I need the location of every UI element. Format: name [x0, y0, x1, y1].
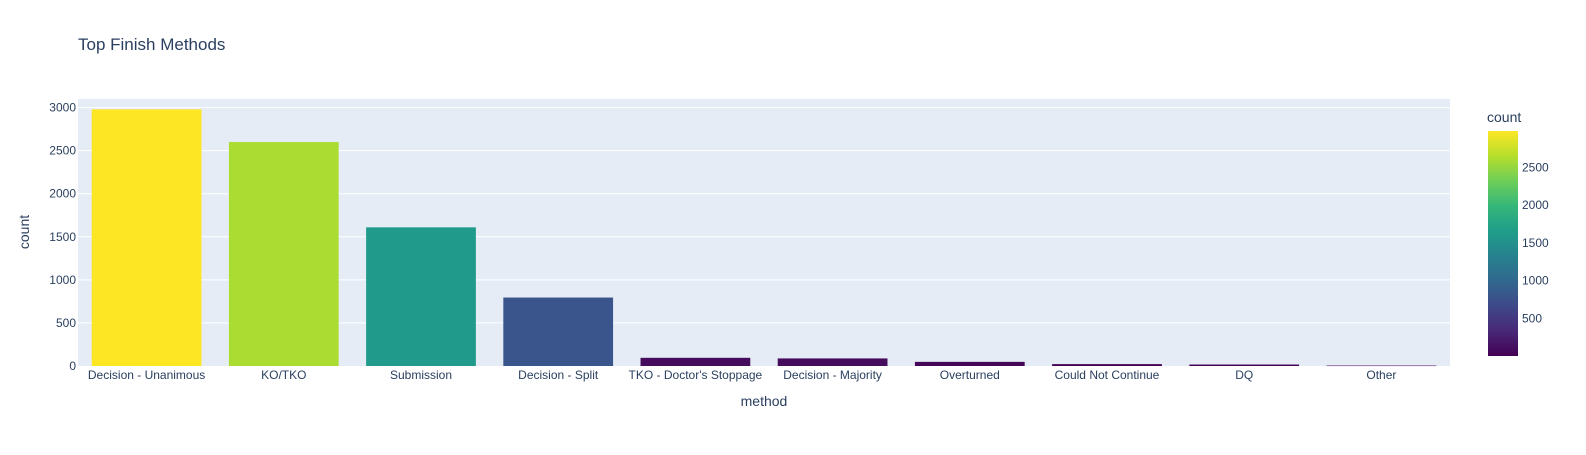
x-tick-label: DQ: [1235, 368, 1253, 382]
y-tick-label: 1500: [49, 230, 76, 244]
y-axis-title: count: [16, 215, 32, 249]
colorbar-tick-label: 2500: [1522, 160, 1549, 174]
y-tick-label: 1000: [49, 273, 76, 287]
x-axis-title: method: [741, 393, 788, 409]
y-tick-label: 2500: [49, 144, 76, 158]
bar[interactable]: [228, 142, 339, 366]
y-tick-label: 0: [69, 359, 76, 373]
colorbar-title: count: [1487, 109, 1521, 125]
bar[interactable]: [1189, 364, 1300, 366]
bar[interactable]: [777, 358, 888, 366]
bar[interactable]: [914, 361, 1025, 366]
colorbar-tick-label: 2000: [1522, 198, 1549, 212]
bar[interactable]: [366, 227, 476, 366]
bars: [91, 109, 1437, 367]
colorbar-tick-labels: 500 1000 1500 2000 2500: [1522, 160, 1549, 325]
y-tick-label: 3000: [49, 101, 76, 115]
y-tick-labels: 0 500 1000 1500 2000 2500 3000: [49, 101, 76, 373]
bar[interactable]: [91, 109, 202, 367]
colorbar-tick-label: 1000: [1522, 274, 1549, 288]
colorbar-tick-label: 500: [1522, 312, 1542, 326]
bar[interactable]: [1326, 365, 1437, 367]
y-tick-label: 2000: [49, 187, 76, 201]
bar[interactable]: [503, 297, 614, 366]
x-tick-label: Decision - Unanimous: [88, 368, 205, 382]
bar[interactable]: [1052, 364, 1162, 366]
x-tick-label: Decision - Split: [518, 368, 599, 382]
x-tick-label: Other: [1366, 368, 1396, 382]
x-tick-labels: Decision - Unanimous KO/TKO Submission Deci…: [88, 368, 1397, 382]
y-tick-label: 500: [56, 316, 76, 330]
colorbar: count 500 1000 1500 2000 2500: [1487, 109, 1549, 356]
colorbar-tick-label: 1500: [1522, 236, 1549, 250]
chart-title: Top Finish Methods: [78, 35, 225, 54]
x-tick-label: Submission: [390, 368, 452, 382]
x-tick-label: TKO - Doctor's Stoppage: [629, 368, 763, 382]
bar[interactable]: [640, 357, 751, 366]
x-tick-label: Could Not Continue: [1055, 368, 1160, 382]
colorbar-gradient: [1488, 131, 1518, 356]
x-tick-label: KO/TKO: [261, 368, 306, 382]
x-tick-label: Overturned: [940, 368, 1000, 382]
x-tick-label: Decision - Majority: [783, 368, 882, 382]
